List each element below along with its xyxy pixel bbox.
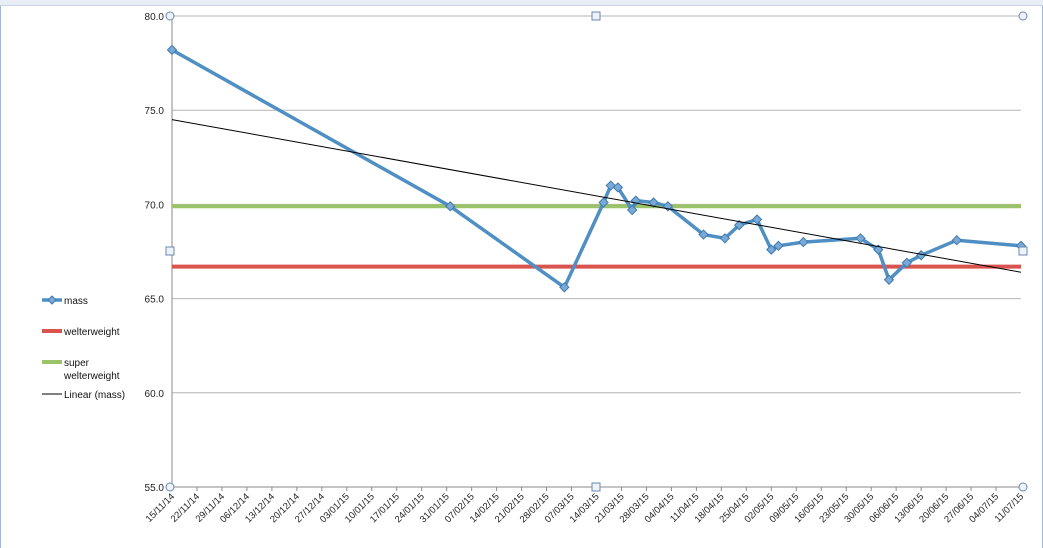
legend-label: super [64, 358, 90, 369]
data-point-mass [648, 197, 659, 208]
series-layer [166, 44, 1027, 293]
data-point-mass [901, 257, 913, 269]
data-point-mass [951, 234, 962, 246]
data-point-mass [605, 180, 616, 191]
sheet-top-strip [0, 0, 1043, 6]
data-point-mass [612, 182, 624, 193]
data-point-mass [445, 201, 456, 212]
data-point-mass [855, 233, 866, 244]
data-point-mass [166, 44, 178, 56]
y-axis-ticks: 80.0 75.0 70.0 65.0 60.0 55.0 [145, 12, 165, 494]
data-point-mass [559, 282, 570, 293]
y-tick-label: 65.0 [145, 295, 165, 306]
data-point-mass [773, 240, 784, 252]
y-tick-label: 55.0 [145, 483, 165, 494]
resize-handle-corner[interactable] [165, 11, 175, 21]
data-point-mass [798, 236, 809, 248]
legend-label: welterweight [63, 327, 120, 338]
data-point-mass [626, 204, 638, 216]
resize-handle-edge[interactable] [591, 482, 601, 492]
y-tick-label: 75.0 [145, 106, 165, 117]
selection-handles[interactable] [165, 11, 1028, 492]
data-point-mass [598, 197, 609, 208]
data-point-mass [719, 233, 731, 244]
resize-handle-edge[interactable] [165, 246, 175, 256]
legend-label: welterweight [63, 371, 120, 382]
data-point-mass [698, 229, 709, 240]
resize-handle-corner[interactable] [1018, 482, 1028, 492]
gridlines [171, 15, 1021, 488]
resize-handle-corner[interactable] [165, 482, 175, 492]
series-line-mass [171, 48, 1022, 290]
data-point-mass [883, 274, 895, 285]
y-tick-label: 80.0 [145, 12, 165, 23]
trendline-linear-mass [171, 119, 1022, 273]
x-axis-ticks: 15/11/1422/11/1429/11/1406/12/1413/12/14… [144, 487, 1026, 525]
data-point-mass [733, 219, 745, 231]
y-tick-label: 60.0 [145, 389, 165, 400]
resize-handle-corner[interactable] [1018, 11, 1028, 21]
legend-label: mass [64, 296, 88, 307]
legend: mass welterweight super welterweight Linear … [42, 295, 125, 401]
resize-handle-edge[interactable] [591, 11, 601, 21]
legend-label: Linear (mass) [64, 390, 125, 401]
data-point-mass [751, 214, 763, 225]
resize-handle-edge[interactable] [1018, 246, 1028, 256]
data-point-mass [766, 244, 777, 255]
legend-marker-mass [47, 295, 57, 305]
y-tick-label: 70.0 [145, 200, 165, 211]
